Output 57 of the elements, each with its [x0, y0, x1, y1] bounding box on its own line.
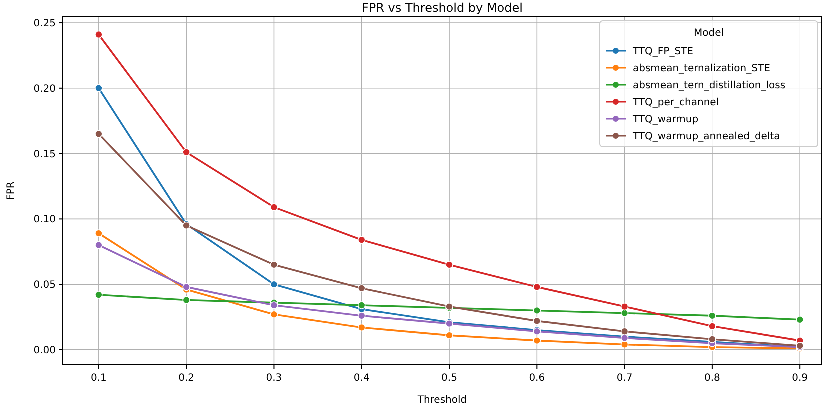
- point: [270, 261, 278, 269]
- point: [533, 306, 542, 315]
- y-tick-label: 0.15: [34, 149, 56, 160]
- point: [95, 230, 103, 238]
- x-tick-label: 0.5: [442, 373, 458, 384]
- legend-title: Model: [694, 28, 724, 39]
- point: [182, 283, 190, 292]
- point: [95, 241, 103, 250]
- legend-label: TTQ_FP_STE: [632, 46, 694, 58]
- point: [446, 332, 454, 340]
- point: [182, 148, 190, 156]
- point: [270, 204, 278, 212]
- x-tick-label: 0.7: [616, 373, 633, 384]
- point: [358, 302, 366, 310]
- chart-title: FPR vs Threshold by Model: [362, 1, 523, 15]
- point: [95, 30, 103, 39]
- point: [358, 236, 366, 244]
- y-tick-label: 0.20: [34, 84, 56, 95]
- legend-label: TTQ_warmup: [632, 114, 699, 126]
- x-tick-label: 0.3: [266, 373, 282, 384]
- x-tick-label: 0.8: [704, 373, 720, 384]
- point: [95, 84, 103, 92]
- y-tick-label: 0.05: [34, 280, 56, 292]
- x-tick-label: 0.1: [90, 373, 107, 384]
- x-axis-title: Threshold: [416, 395, 468, 406]
- point: [446, 261, 454, 269]
- point: [796, 316, 804, 324]
- point: [533, 283, 542, 292]
- point: [708, 336, 716, 344]
- point: [533, 336, 542, 345]
- point: [95, 291, 103, 299]
- point: [358, 284, 366, 292]
- point: [708, 312, 716, 320]
- point: [620, 328, 629, 336]
- x-tick-label: 0.4: [354, 373, 370, 384]
- legend-label: absmean_tern_distillation_loss: [633, 80, 786, 92]
- point: [270, 310, 278, 319]
- point: [182, 296, 190, 304]
- point: [620, 302, 629, 311]
- x-tick-label: 0.6: [529, 373, 546, 384]
- point: [533, 317, 542, 326]
- y-tick-label: 0.10: [34, 214, 56, 226]
- point: [95, 130, 103, 138]
- legend-label: TTQ_warmup_annealed_delta: [632, 132, 780, 142]
- point: [358, 324, 366, 332]
- legend-label: TTQ_per_channel: [632, 98, 720, 108]
- point: [270, 302, 278, 310]
- x-tick-label: 0.2: [178, 373, 195, 384]
- y-tick-label: 0.00: [34, 345, 56, 356]
- y-tick-label: 0.25: [34, 18, 56, 30]
- point: [620, 340, 629, 349]
- legend-label: absmean_ternalization_STE: [633, 64, 770, 74]
- x-tick-label: 0.9: [792, 373, 808, 384]
- point: [270, 280, 278, 288]
- point: [708, 322, 716, 330]
- y-axis-title: FPR: [6, 182, 17, 200]
- point: [358, 312, 366, 320]
